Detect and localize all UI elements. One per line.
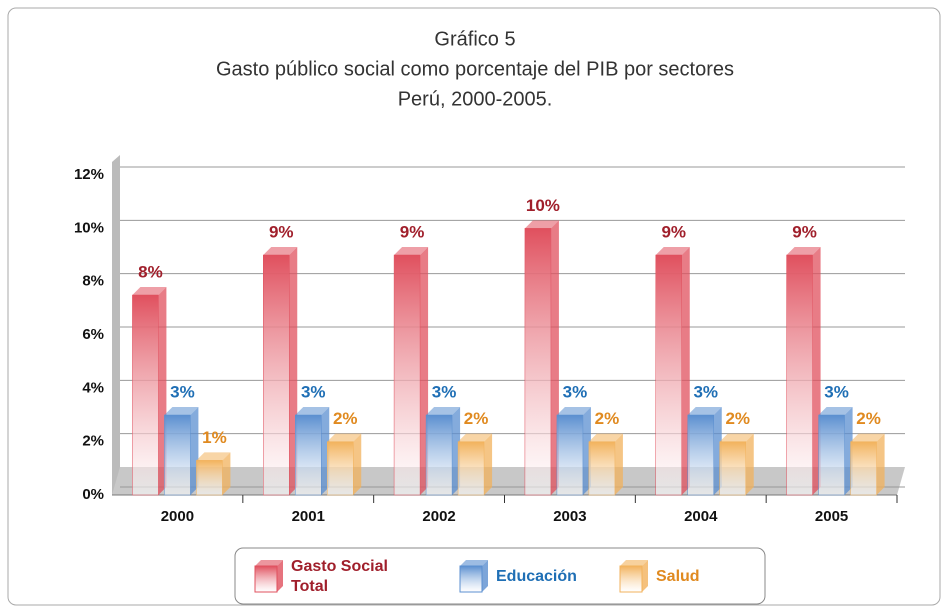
bar (457, 441, 485, 496)
bar (556, 414, 584, 496)
bar (850, 441, 877, 496)
bar (327, 441, 354, 496)
bar-top (394, 247, 429, 255)
bar-top (818, 407, 853, 415)
legend-swatch-side (482, 560, 488, 592)
bar-side (484, 433, 493, 495)
data-label: 3% (170, 382, 195, 401)
legend-swatch-top (620, 560, 648, 566)
data-label: 3% (432, 382, 457, 401)
legend-swatch-top (255, 560, 283, 566)
legend-label: Educación (496, 568, 577, 585)
data-label: 2% (333, 409, 358, 428)
x-tick-label: 2003 (553, 508, 586, 525)
bar-top (655, 247, 690, 255)
bar (393, 254, 421, 496)
data-label: 9% (792, 222, 817, 241)
data-label: 3% (693, 382, 718, 401)
bar-top (588, 433, 623, 442)
y-tick-label: 12% (74, 166, 104, 183)
bar-side (876, 433, 885, 495)
data-label: 9% (661, 222, 686, 241)
chart-title: Gráfico 5 (434, 28, 515, 50)
legend-swatch-side (642, 560, 648, 592)
data-label: 9% (400, 222, 425, 241)
bar-side (353, 433, 362, 495)
data-label: 9% (269, 222, 294, 241)
bar (786, 254, 813, 496)
legend-label: Salud (656, 568, 700, 585)
y-tick-label: 10% (74, 219, 104, 236)
y-tick-label: 2% (82, 433, 104, 450)
data-label: 2% (856, 409, 881, 428)
bar-top (687, 407, 722, 415)
legend-swatch (254, 565, 278, 593)
axis-wall (112, 155, 120, 495)
bar-top (164, 407, 199, 415)
bar (295, 414, 322, 496)
x-tick-label: 2001 (292, 508, 325, 525)
bar (719, 441, 746, 496)
bar-top (263, 247, 298, 255)
bar-side (614, 433, 623, 495)
bar-top (524, 220, 559, 229)
x-tick-label: 2000 (161, 508, 194, 525)
legend-swatch-side (277, 560, 283, 592)
bar-top (196, 452, 231, 461)
data-label: 3% (563, 382, 588, 401)
bar-top (786, 247, 821, 255)
x-tick-label: 2002 (422, 508, 455, 525)
data-label: 8% (138, 262, 163, 281)
data-label: 2% (595, 409, 620, 428)
bar-top (132, 287, 167, 295)
legend-swatch (459, 565, 483, 593)
y-tick-label: 8% (82, 273, 104, 290)
data-label: 2% (464, 409, 489, 428)
legend-swatch-top (460, 560, 488, 566)
floor (112, 467, 905, 495)
bar (524, 228, 552, 496)
bar (132, 294, 159, 496)
bar-top (426, 407, 461, 415)
x-tick-label: 2004 (684, 508, 718, 525)
y-tick-label: 0% (82, 486, 104, 503)
bar (425, 414, 453, 496)
chart-title: Gasto público social como porcentaje del… (216, 58, 734, 80)
bar (196, 460, 223, 496)
y-tick-label: 4% (82, 379, 104, 396)
bar-side (222, 452, 231, 495)
bar (655, 254, 682, 496)
legend-swatch (619, 565, 643, 593)
x-tick-label: 2005 (815, 508, 848, 525)
data-label: 1% (202, 428, 227, 447)
chart-title: Perú, 2000-2005. (398, 88, 553, 110)
data-label: 10% (526, 196, 560, 215)
bar-top (850, 433, 885, 442)
bar-top (295, 407, 330, 415)
data-label: 3% (824, 382, 849, 401)
bar (263, 254, 290, 496)
bar-top (458, 433, 493, 442)
bar (164, 414, 191, 496)
bar-side (745, 433, 754, 495)
y-tick-label: 6% (82, 326, 104, 343)
data-label: 3% (301, 382, 326, 401)
bar (588, 441, 616, 496)
bar (818, 414, 845, 496)
bar-top (719, 433, 754, 442)
bar-top (327, 433, 362, 442)
bar-top (556, 407, 591, 415)
legend-label: Gasto Social Total (291, 558, 388, 595)
data-label: 2% (725, 409, 750, 428)
bar (687, 414, 714, 496)
